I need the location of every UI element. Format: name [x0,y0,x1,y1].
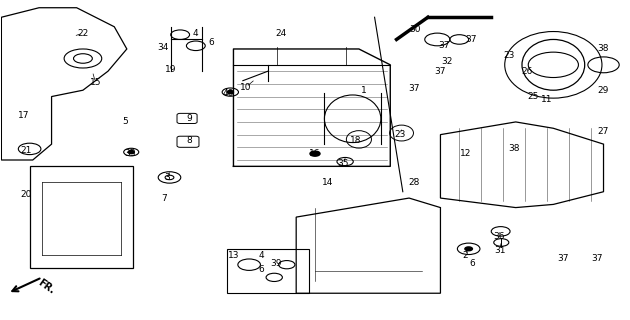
Text: 10: 10 [240,83,252,92]
Text: 23: 23 [504,51,515,60]
Text: 8: 8 [186,136,192,146]
Text: 40: 40 [223,89,234,98]
Circle shape [128,150,134,154]
Circle shape [227,91,234,94]
Text: 37: 37 [557,254,568,263]
Text: 18: 18 [350,136,362,146]
Text: 23: 23 [394,130,405,139]
Text: 35: 35 [338,159,349,168]
Text: 12: 12 [460,149,471,158]
Text: 13: 13 [227,251,239,260]
Text: 15: 15 [89,78,101,87]
Text: 37: 37 [465,35,476,44]
Text: 29: 29 [598,86,609,95]
Text: 26: 26 [521,67,533,76]
Text: 14: 14 [322,178,333,187]
Text: 27: 27 [598,127,609,136]
Text: 4: 4 [193,28,198,38]
Text: 6: 6 [259,265,265,274]
Text: 16: 16 [309,149,321,158]
Text: 36: 36 [493,232,505,241]
Text: 22: 22 [77,28,89,38]
Text: 24: 24 [275,28,286,38]
Text: 37: 37 [435,67,446,76]
Circle shape [310,151,320,156]
Circle shape [465,247,472,251]
Text: 11: 11 [541,95,553,104]
Text: 37: 37 [592,254,603,263]
Text: 33: 33 [124,149,135,158]
Text: 5: 5 [123,117,129,126]
Text: 6: 6 [469,259,474,268]
Text: 37: 37 [408,84,420,93]
Text: 38: 38 [598,44,609,53]
Text: 19: 19 [165,65,176,74]
Text: 31: 31 [495,246,506,255]
Text: 6: 6 [209,38,214,47]
Text: 28: 28 [408,178,420,187]
Text: 38: 38 [508,144,520,153]
Text: 21: 21 [21,146,32,155]
Text: 3: 3 [164,173,171,182]
Text: 7: 7 [161,194,168,203]
Text: 30: 30 [410,25,421,35]
Text: 17: 17 [18,111,29,120]
Text: 20: 20 [21,190,32,199]
Text: 37: 37 [438,41,449,50]
Text: 4: 4 [259,251,265,260]
Text: 25: 25 [527,92,539,101]
Text: 2: 2 [462,251,468,260]
Text: 32: 32 [441,57,452,66]
Text: 34: 34 [157,43,168,52]
Text: 1: 1 [361,86,367,95]
Text: 39: 39 [270,259,282,268]
Text: FR.: FR. [36,278,56,296]
Text: 9: 9 [186,114,192,123]
